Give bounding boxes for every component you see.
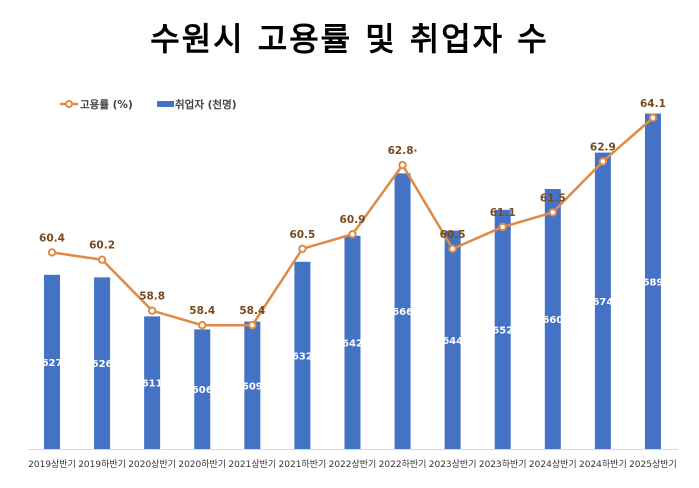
bar-value-label: 632 bbox=[292, 351, 313, 362]
line-point bbox=[97, 255, 107, 264]
bar-value-label: 627 bbox=[42, 358, 63, 369]
line-value-label: 60.4 bbox=[39, 232, 65, 244]
bar-value-label: 642 bbox=[342, 338, 363, 349]
line-value-label: 60.9 bbox=[340, 214, 366, 226]
bar bbox=[244, 321, 261, 449]
line-value-label: 61.5 bbox=[540, 192, 566, 204]
line-point bbox=[498, 222, 507, 232]
line-point bbox=[598, 157, 608, 166]
bar-value-label: 644 bbox=[442, 336, 463, 347]
x-tick-label: 2019상반기 bbox=[28, 459, 76, 470]
bar bbox=[394, 173, 411, 449]
line-value-label: 58.4 bbox=[189, 305, 215, 317]
x-tick-label: 2020하반기 bbox=[178, 459, 226, 470]
line-point bbox=[398, 160, 407, 170]
line-value-label: 60.2 bbox=[89, 240, 115, 252]
chart-title: 수원시 고용률 및 취업자 수 bbox=[150, 20, 549, 58]
x-tick-label: 2025상반기 bbox=[629, 459, 677, 470]
bar bbox=[494, 209, 511, 449]
bar bbox=[294, 261, 311, 449]
line-value-label: 60.5 bbox=[440, 229, 466, 241]
x-tick-label: 2019하반기 bbox=[78, 459, 126, 470]
bar-value-label: 666 bbox=[392, 307, 413, 318]
bar bbox=[594, 152, 611, 449]
bar bbox=[544, 189, 561, 449]
x-tick-label: 2024상반기 bbox=[529, 459, 577, 470]
bar bbox=[194, 329, 211, 449]
line-value-label: 61.1 bbox=[490, 207, 516, 219]
bar-value-label: 606 bbox=[192, 385, 213, 396]
line-value-label: 62.9 bbox=[590, 141, 616, 153]
line-point bbox=[298, 244, 307, 254]
bar-value-label: 626 bbox=[92, 359, 113, 370]
x-tick-label: 2022상반기 bbox=[329, 459, 377, 470]
bar-value-label: 652 bbox=[492, 325, 513, 336]
line-point bbox=[648, 113, 658, 122]
line-value-label: 60.5 bbox=[289, 229, 315, 241]
x-tick-label: 2021하반기 bbox=[279, 459, 327, 470]
bar-value-label: 660 bbox=[542, 315, 563, 326]
bar-value-label: 609 bbox=[242, 381, 263, 392]
line-point bbox=[448, 244, 457, 254]
bar-value-label: 689 bbox=[643, 277, 664, 288]
line-point bbox=[348, 230, 357, 239]
bar bbox=[444, 230, 461, 449]
bar-value-label: 674 bbox=[592, 297, 613, 308]
line-value-label: 58.8 bbox=[139, 291, 165, 303]
line-value-label: 62.8· bbox=[388, 145, 418, 157]
line-point bbox=[248, 321, 257, 330]
line-point bbox=[548, 208, 557, 217]
bar bbox=[94, 277, 111, 449]
line-value-label: 64.1 bbox=[640, 98, 666, 110]
legend-bar-swatch bbox=[157, 101, 174, 107]
x-tick-label: 2022하반기 bbox=[379, 459, 427, 470]
x-tick-label: 2023상반기 bbox=[429, 459, 477, 470]
bar bbox=[344, 235, 361, 449]
bar bbox=[44, 274, 60, 449]
legend: 고용률 (%) 취업자 (천명) bbox=[60, 98, 237, 111]
x-tick-label: 2024하반기 bbox=[579, 459, 627, 470]
line-value-label: 58.4 bbox=[239, 305, 265, 317]
line-point bbox=[147, 306, 157, 315]
legend-line-label: 고용률 (%) bbox=[80, 99, 133, 111]
bar-value-label: 611 bbox=[142, 379, 163, 390]
x-tick-label: 2020상반기 bbox=[128, 459, 176, 470]
line-point bbox=[47, 248, 57, 257]
legend-bar-label: 취업자 (천명) bbox=[175, 98, 237, 111]
line-point bbox=[198, 321, 207, 330]
x-tick-label: 2021상반기 bbox=[228, 459, 276, 470]
bar bbox=[144, 316, 161, 449]
legend-marker-swatch bbox=[65, 100, 73, 108]
bar bbox=[644, 113, 661, 449]
x-tick-label: 2023하반기 bbox=[479, 459, 527, 470]
